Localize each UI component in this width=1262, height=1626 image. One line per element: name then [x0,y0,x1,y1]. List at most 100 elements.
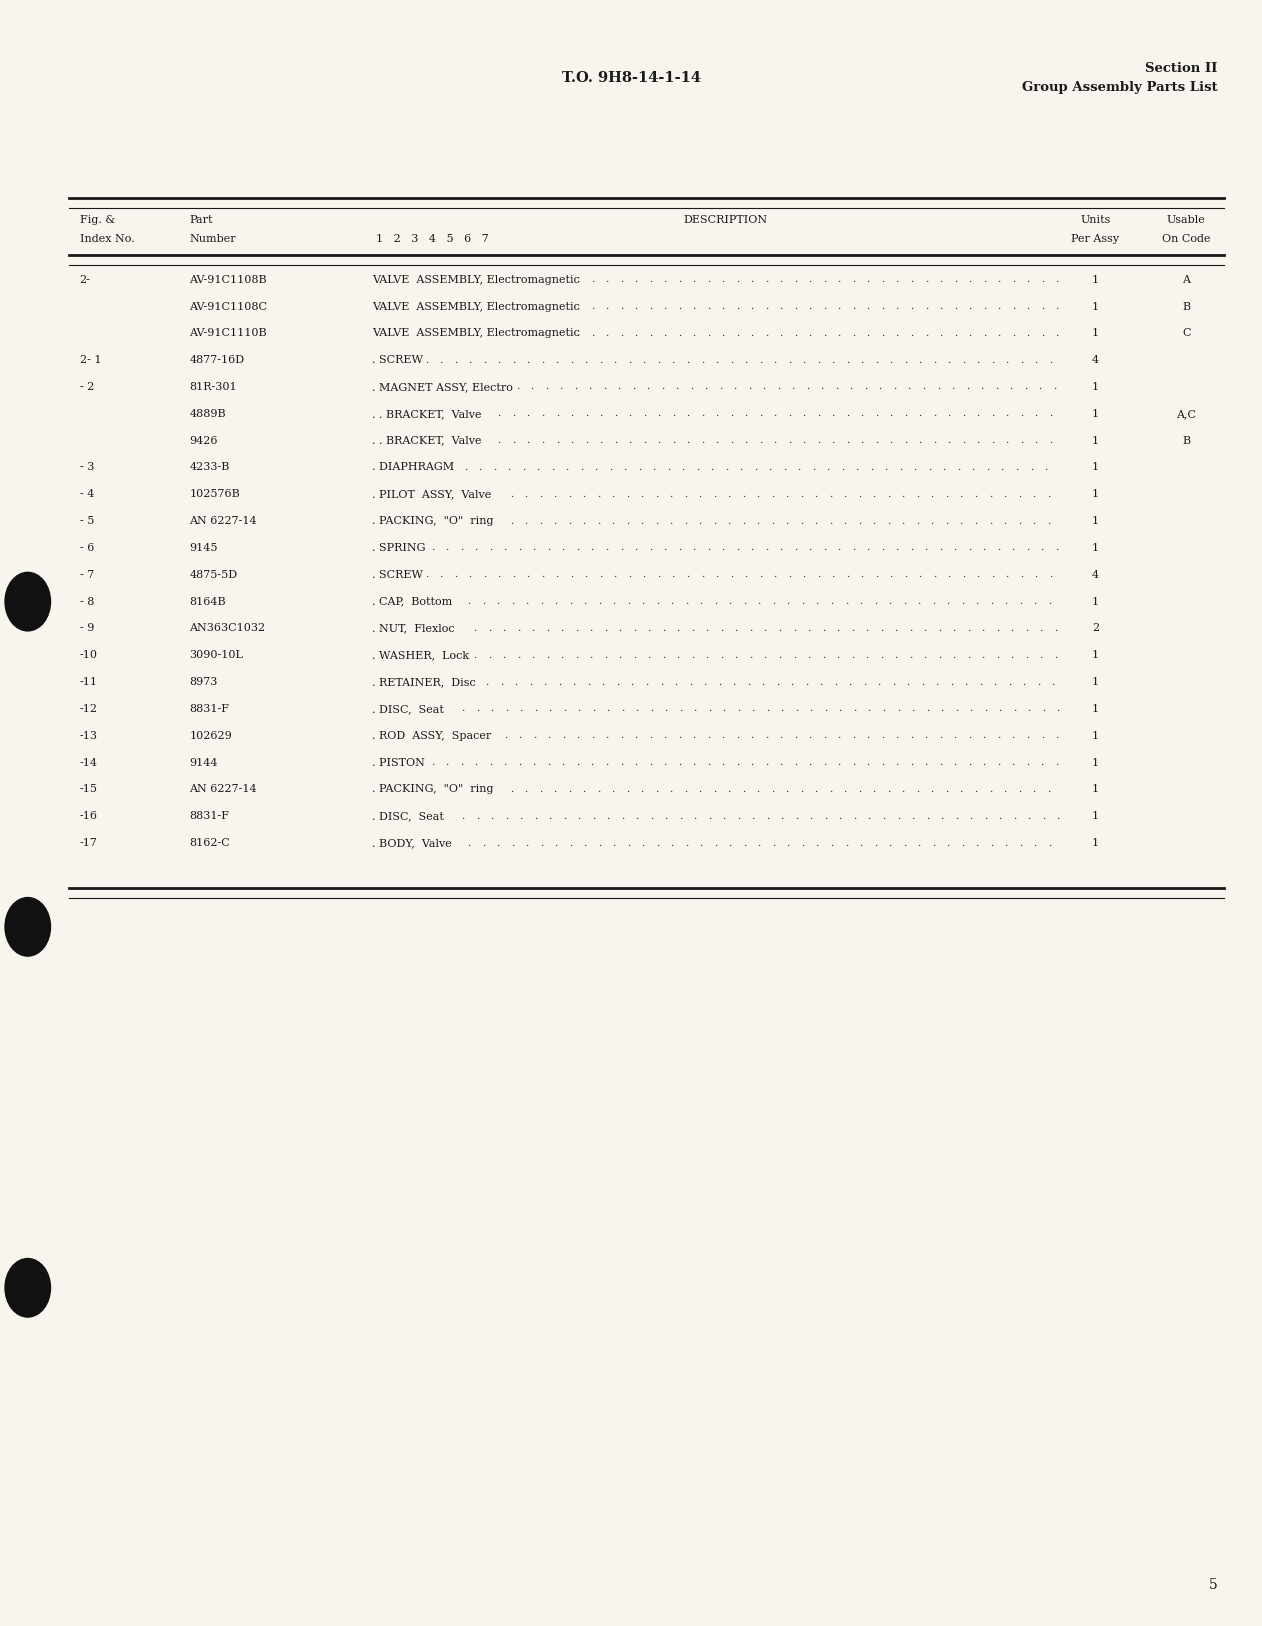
Text: .: . [608,463,612,472]
Text: .: . [852,328,856,338]
Text: .: . [1010,624,1013,633]
Text: .: . [777,382,780,392]
Text: .: . [584,410,588,418]
Text: .: . [962,571,965,579]
Text: .: . [719,624,723,633]
Text: .: . [719,650,723,660]
Text: .: . [817,356,820,364]
Text: .: . [801,597,804,606]
Text: 1: 1 [1092,784,1099,795]
Text: Usable: Usable [1167,215,1205,224]
Text: 1: 1 [1092,489,1099,499]
Text: .: . [769,463,771,472]
Text: .: . [953,758,957,767]
Text: .: . [550,463,554,472]
Text: .: . [953,650,955,660]
Text: .: . [817,410,820,418]
Text: .: . [687,436,689,446]
Text: .: . [512,356,515,364]
Text: .: . [896,732,899,740]
Text: . PILOT  ASSY,  Valve: . PILOT ASSY, Valve [372,489,491,499]
Text: .: . [692,543,695,553]
Text: .: . [1015,463,1018,472]
Text: .: . [946,839,949,847]
Text: .: . [1032,785,1035,793]
Text: .: . [801,839,804,847]
Text: - 5: - 5 [80,515,93,527]
Text: .: . [660,678,663,686]
Text: .: . [997,275,1001,285]
Text: .: . [793,624,796,633]
Text: .: . [700,410,704,418]
Text: .: . [555,571,559,579]
Text: .: . [540,839,543,847]
Text: .: . [612,597,616,606]
Text: .: . [1041,275,1044,285]
Text: .: . [890,436,892,446]
Text: C: C [1182,328,1190,338]
Text: .: . [575,732,579,740]
Text: .: . [664,302,666,311]
Text: .: . [512,436,515,446]
Text: .: . [780,704,784,714]
Text: .: . [930,517,934,525]
Text: .: . [902,597,906,606]
Text: .: . [910,328,914,338]
Text: .: . [603,650,607,660]
Text: .: . [977,571,979,579]
Text: .: . [837,543,840,553]
Text: .: . [983,328,986,338]
Text: .: . [687,356,689,364]
Text: .: . [475,543,477,553]
Text: .: . [577,811,581,821]
Text: .: . [628,410,631,418]
Text: .: . [844,597,848,606]
Text: .: . [785,785,789,793]
Text: .: . [1040,758,1044,767]
Text: .: . [664,732,666,740]
Text: .: . [838,811,842,821]
Text: .: . [606,732,608,740]
Text: . MAGNET ASSY, Electro: . MAGNET ASSY, Electro [372,382,514,392]
Text: .: . [533,543,535,553]
Text: .: . [750,758,753,767]
Text: .: . [967,624,970,633]
Text: .: . [830,597,833,606]
Text: .: . [835,650,839,660]
Text: .: . [553,489,557,499]
Text: -15: -15 [80,784,97,795]
Text: .: . [546,758,550,767]
Text: .: . [872,517,876,525]
Text: .: . [602,678,604,686]
Text: .: . [1025,650,1029,660]
Text: .: . [510,517,512,525]
Text: .: . [823,758,825,767]
Text: .: . [776,678,779,686]
Text: .: . [960,839,964,847]
Text: .: . [1041,811,1045,821]
Text: .: . [597,517,599,525]
Text: .: . [655,489,658,499]
Text: .: . [1006,571,1008,579]
Text: AN 6227-14: AN 6227-14 [189,515,257,527]
Text: .: . [852,758,854,767]
Text: .: . [1056,811,1059,821]
Text: AN 6227-14: AN 6227-14 [189,784,257,795]
Text: .: . [901,489,905,499]
Text: .: . [634,732,637,740]
Text: .: . [1032,489,1035,499]
Text: .: . [736,275,740,285]
Text: .: . [924,624,926,633]
Text: .: . [777,650,781,660]
Text: .: . [526,436,530,446]
Text: .: . [526,410,530,418]
Text: .: . [505,704,507,714]
Text: .: . [795,811,798,821]
Text: .: . [736,758,738,767]
Text: .: . [983,704,987,714]
Text: .: . [716,436,718,446]
Text: .: . [649,732,652,740]
Text: . SPRING: . SPRING [372,543,425,553]
Text: .: . [591,328,594,338]
Text: .: . [497,356,501,364]
